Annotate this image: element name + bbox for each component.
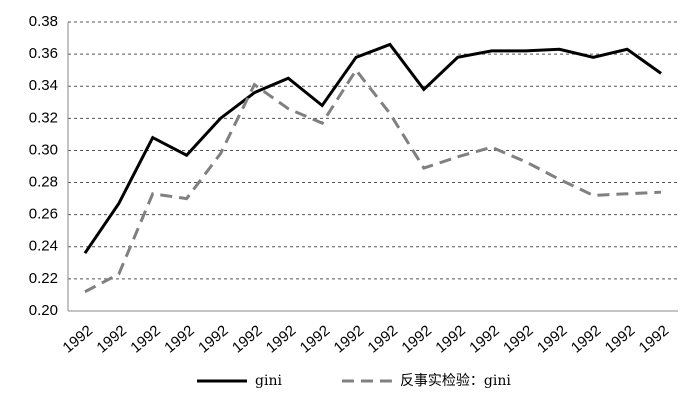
series-line	[83, 42, 662, 255]
x-tick-label: 1992	[534, 322, 570, 356]
y-tick-label: 0.20	[29, 302, 58, 319]
y-tick-label: 0.24	[29, 238, 58, 255]
y-tick-label: 0.30	[29, 141, 58, 158]
x-tick-label: 1992	[195, 322, 231, 356]
x-tick-label: 1992	[263, 322, 299, 356]
y-tick-label: 0.38	[29, 13, 58, 30]
x-tick-label: 1992	[602, 322, 638, 356]
y-tick-label: 0.28	[29, 174, 58, 191]
x-tick-label: 1992	[127, 322, 163, 356]
y-tick-label: 0.36	[29, 45, 58, 62]
y-tick-label: 0.26	[29, 206, 58, 223]
x-tick-label: 1992	[568, 322, 604, 356]
x-tick-label: 1992	[229, 322, 265, 356]
y-tick-label: 0.22	[29, 270, 58, 287]
series-line	[84, 67, 662, 294]
x-tick-label: 1992	[432, 322, 468, 356]
y-tick-label: 0.34	[29, 77, 58, 94]
x-tick-label: 1992	[500, 322, 536, 356]
legend: gini 反事实检验：gini	[197, 373, 511, 389]
x-tick-label: 1992	[60, 322, 96, 356]
y-tick-label: 0.32	[29, 109, 58, 126]
x-tick-label: 1992	[466, 322, 502, 356]
x-tick-label: 1992	[331, 322, 367, 356]
x-tick-label: 1992	[297, 322, 333, 356]
x-tick-label: 1992	[365, 322, 401, 356]
x-tick-label: 1992	[93, 322, 129, 356]
x-tick-label: 1992	[398, 322, 434, 356]
legend-label: 反事实检验：gini	[400, 373, 511, 389]
x-tick-label: 1992	[161, 322, 197, 356]
x-tick-label: 1992	[636, 322, 672, 356]
legend-label: gini	[255, 373, 282, 389]
